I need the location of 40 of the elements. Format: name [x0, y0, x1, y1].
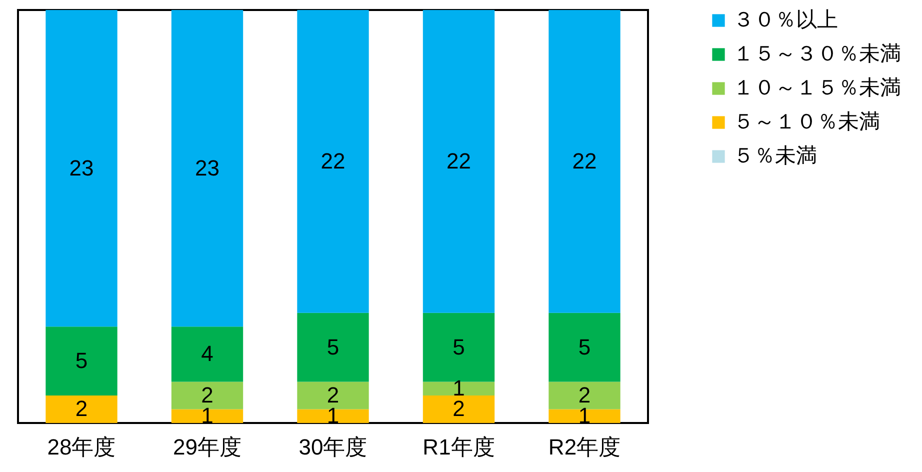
bar — [171, 382, 244, 410]
data-label: 22 — [446, 148, 471, 174]
bar — [422, 10, 495, 313]
data-label: 5 — [326, 334, 340, 360]
bar — [548, 10, 620, 313]
x-tick-label: 30年度 — [298, 434, 368, 460]
bar — [171, 10, 244, 327]
bar — [297, 312, 369, 382]
data-label: 23 — [69, 155, 94, 180]
data-label: 5 — [452, 334, 465, 360]
data-label: 2 — [75, 396, 88, 422]
bar — [548, 312, 620, 382]
legend-label: １０～１５％未満 — [733, 76, 901, 100]
data-label: 23 — [195, 155, 220, 180]
data-label: 4 — [201, 341, 214, 366]
x-tick-label: R1年度 — [422, 434, 495, 460]
bar — [548, 382, 620, 410]
legend-label: ５％未満 — [733, 144, 817, 168]
bar — [297, 409, 369, 423]
x-tick-label: 28年度 — [47, 434, 116, 460]
x-tick-label: 29年度 — [173, 434, 242, 460]
bar — [297, 382, 369, 410]
bar — [171, 409, 244, 423]
bar — [548, 409, 620, 423]
data-label: 22 — [320, 148, 346, 174]
x-tick-label: R2年度 — [548, 434, 621, 460]
bar — [46, 326, 118, 396]
data-label: 22 — [572, 148, 597, 174]
bar — [297, 10, 369, 313]
legend-label: １５～３０％未満 — [733, 42, 901, 66]
data-label: 5 — [75, 348, 88, 374]
bar — [46, 10, 118, 327]
bar — [46, 395, 118, 423]
bar — [422, 395, 495, 423]
bar — [422, 382, 495, 396]
legend-label: ５～１０％未満 — [733, 110, 880, 134]
data-label: 5 — [578, 334, 591, 360]
bar — [422, 312, 495, 382]
legend-label: ３０％以上 — [733, 8, 838, 32]
bar — [171, 326, 244, 382]
